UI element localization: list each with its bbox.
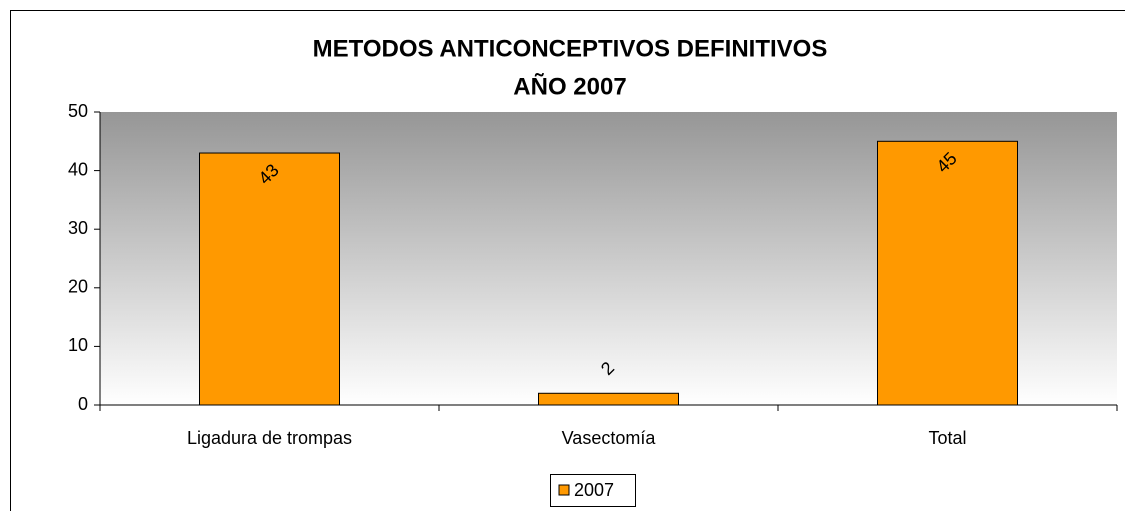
chart-title: AÑO 2007 [513,72,626,100]
legend-label: 2007 [574,480,614,500]
x-tick-label: Vasectomía [562,428,657,448]
x-tick-label: Total [928,428,966,448]
y-tick-label: 20 [68,277,88,297]
chart-title: METODOS ANTICONCEPTIVOS DEFINITIVOS [313,35,828,62]
y-tick-label: 0 [78,394,88,414]
legend-swatch [558,484,570,496]
bar [877,140,1018,406]
bar [199,152,340,406]
y-tick-label: 50 [68,101,88,121]
bar [538,392,679,406]
y-tick-label: 40 [68,159,88,179]
y-tick-label: 30 [68,218,88,238]
x-tick-label: Ligadura de trompas [187,428,352,448]
y-tick-label: 10 [68,335,88,355]
